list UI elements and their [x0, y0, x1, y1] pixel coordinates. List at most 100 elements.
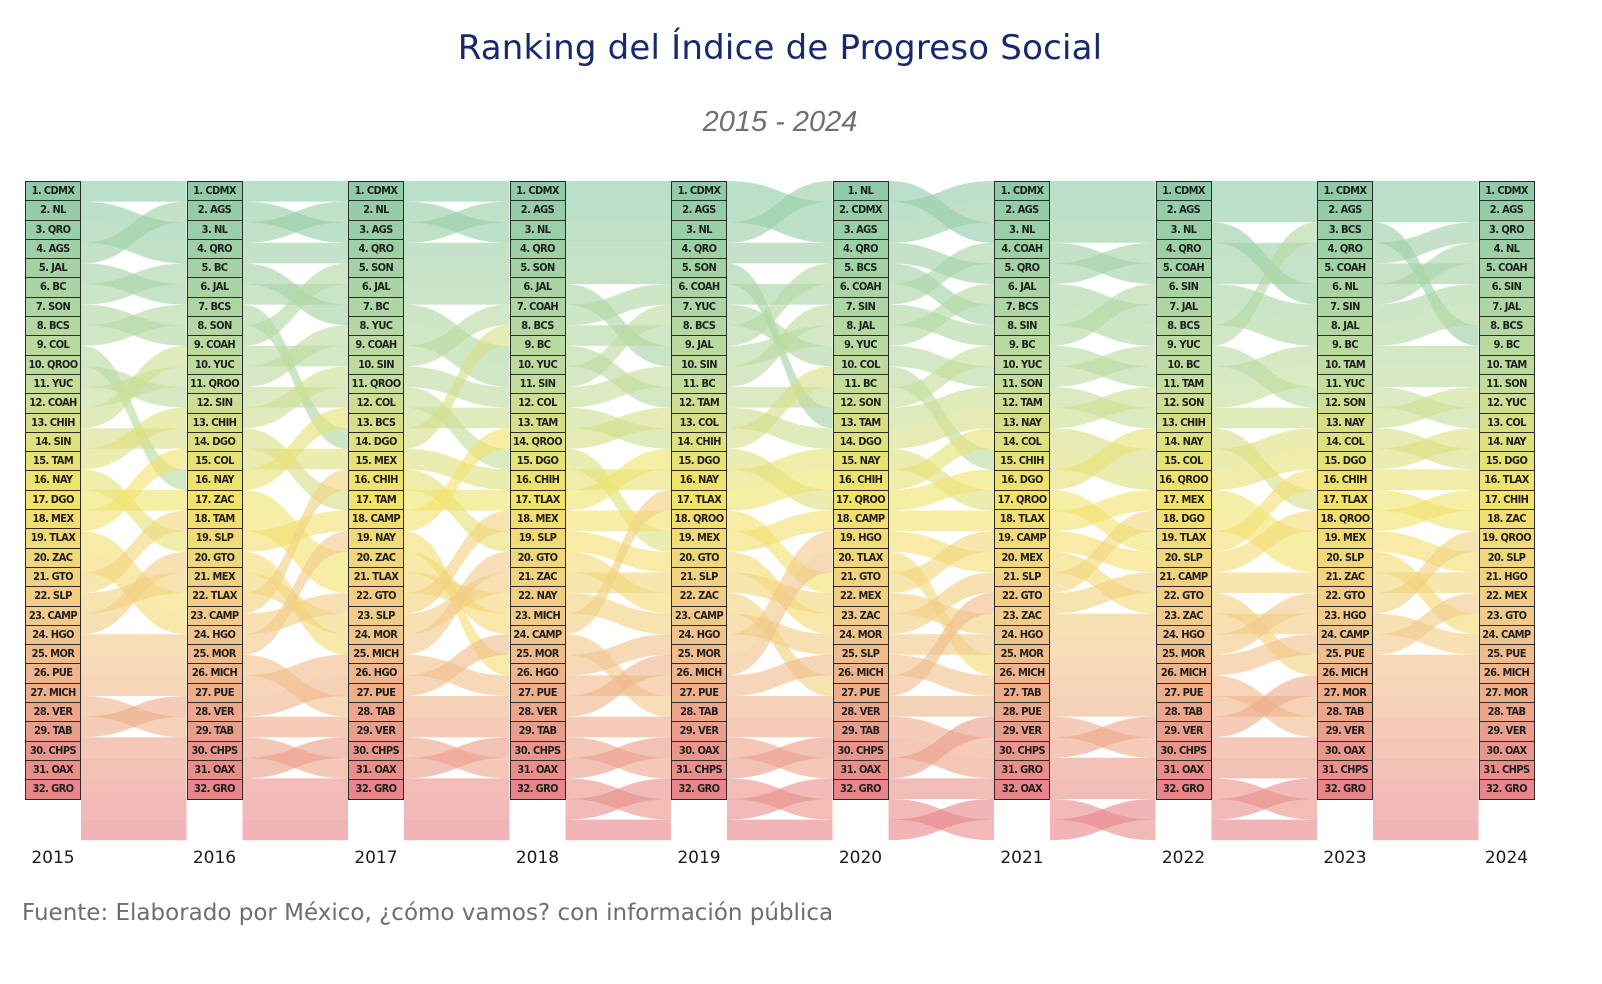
rank-cell: 1. CDMX: [186, 181, 243, 202]
flow-ribbon-nl: [727, 181, 833, 243]
flow-ribbon-cdmx: [81, 181, 187, 202]
rank-cell: 16. NAY: [186, 470, 243, 492]
flow-ribbon-gro: [404, 819, 510, 841]
ranking-column-2018: 1. CDMX 2. AGS 3. NL 4. QRO 5. SON 6. JAL 7. C…: [509, 181, 566, 800]
rank-cell: 29. VER: [1317, 721, 1373, 742]
x-axis-year-label: 2020: [838, 848, 883, 868]
flow-ribbon-sin: [565, 366, 671, 408]
rank-cell: 15. COL: [186, 451, 243, 472]
rank-cell: 9. BC: [509, 335, 566, 356]
rank-cell: 15. CHIH: [994, 451, 1050, 472]
rank-cell: 31. OAX: [1155, 759, 1212, 781]
rank-cell: 27. PUE: [186, 682, 243, 704]
flow-ribbon-ver: [888, 737, 994, 779]
rank-cell: 16. CHIH: [832, 470, 889, 492]
rank-cell: 30. OAX: [671, 740, 727, 762]
rank-cell: 16. CHIH: [509, 470, 566, 492]
flow-ribbon-camp: [565, 634, 671, 676]
flow-ribbon-tab: [888, 716, 994, 779]
rank-cell: 12. YUC: [1478, 393, 1535, 414]
flow-ribbon-nay: [1050, 428, 1156, 470]
rank-cell: 7. BCS: [186, 296, 243, 318]
rank-cell: 13. COL: [671, 412, 727, 434]
flow-ribbon-col: [242, 407, 348, 490]
flow-ribbon-mor: [727, 654, 833, 696]
flow-ribbon-nay: [565, 490, 671, 635]
rank-cell: 11. BC: [832, 373, 889, 395]
flow-ribbon-tab: [1211, 737, 1317, 758]
flow-ribbon-mex: [242, 469, 348, 614]
rank-cell: 22. SLP: [25, 586, 81, 607]
rank-cell: 10. BC: [1155, 354, 1212, 376]
flow-ribbon-hgo: [1050, 654, 1156, 676]
x-axis-year-label: 2018: [515, 848, 560, 868]
flow-ribbon-dgo: [727, 448, 833, 490]
rank-cell: 11. SON: [994, 373, 1050, 395]
rank-cell: 30. OAX: [1317, 740, 1373, 762]
rank-cell: 10. YUC: [994, 354, 1050, 376]
rank-cell: 21. GTO: [832, 566, 889, 588]
rank-cell: 16. QROO: [1155, 470, 1212, 492]
flow-ribbon-sin: [1050, 284, 1156, 346]
rank-cell: 8. BCS: [25, 316, 81, 337]
rank-cell: 4. QRO: [509, 238, 566, 260]
flow-ribbon-pue: [1211, 675, 1317, 738]
rank-cell: 15. NAY: [832, 451, 889, 472]
flow-ribbon-mich: [81, 696, 187, 738]
rank-cell: 29. VER: [1478, 721, 1535, 742]
rank-cell: 2. AGS: [509, 200, 566, 221]
flow-ribbon-bcs: [81, 304, 187, 346]
rank-cell: 19. QROO: [1478, 528, 1535, 549]
flow-ribbon-son: [1211, 407, 1317, 429]
flow-ribbon-chih: [404, 490, 510, 511]
rank-cell: 23. MICH: [509, 605, 566, 627]
flow-ribbon-chps: [404, 778, 510, 799]
rank-cell: 32. GRO: [25, 779, 81, 800]
rank-cell: 17. ZAC: [186, 489, 243, 511]
flow-ribbon-mor: [404, 654, 510, 696]
rank-cell: 32. GRO: [186, 779, 243, 800]
rank-cell: 19. SLP: [186, 528, 243, 549]
rank-cell: 17. CHIH: [1478, 489, 1535, 511]
flow-ribbon-gro: [1373, 819, 1479, 841]
flow-ribbon-col: [727, 366, 833, 449]
rank-cell: 29. VER: [671, 721, 727, 742]
rank-cell: 29. TAB: [25, 721, 81, 742]
rank-cell: 28. TAB: [1478, 702, 1535, 723]
flow-ribbon-gro: [565, 819, 671, 841]
rank-cell: 6. COAH: [671, 277, 727, 299]
rank-cell: 23. CAMP: [186, 605, 243, 627]
flow-ribbon-col: [1373, 428, 1479, 470]
flow-ribbon-nl: [1373, 242, 1479, 305]
rank-cell: 26. MICH: [1317, 663, 1373, 685]
rank-cell: 8. YUC: [348, 316, 404, 337]
rank-cell: 16. TLAX: [1478, 470, 1535, 492]
flow-ribbon-sin: [1373, 284, 1479, 326]
rank-cell: 10. YUC: [509, 354, 566, 376]
rank-cell: 5. JAL: [25, 258, 81, 279]
flow-ribbon-ags: [81, 201, 187, 264]
rank-cell: 3. NL: [186, 219, 243, 241]
rank-cell: 1. CDMX: [1478, 181, 1535, 202]
flow-ribbon-oax: [565, 778, 671, 820]
flow-ribbon-ags: [404, 201, 510, 243]
flow-ribbon-son: [565, 263, 671, 284]
chart-subtitle: 2015 - 2024: [702, 106, 858, 138]
rank-cell: 31. CHPS: [1317, 759, 1373, 781]
rank-cell: 32. GRO: [1155, 779, 1212, 800]
flow-ribbon-nay: [1211, 428, 1317, 470]
rank-cell: 30. CHPS: [832, 740, 889, 762]
rank-cell: 13. CHIH: [186, 412, 243, 434]
flow-ribbon-tam: [1050, 387, 1156, 429]
flow-ribbon-qro: [727, 242, 833, 264]
x-axis-year-label: 2021: [1000, 848, 1044, 868]
rank-cell: 7. SIN: [1317, 296, 1373, 318]
flow-ribbon-zac: [1373, 531, 1479, 614]
rank-cell: 32. GRO: [348, 779, 404, 800]
rank-cell: 11. QROO: [186, 373, 243, 395]
rank-cell: 9. YUC: [1155, 335, 1212, 356]
flow-ribbon-cdmx: [1050, 181, 1156, 202]
rank-cell: 11. TAM: [1155, 373, 1212, 395]
rank-cell: 16. DGO: [994, 470, 1050, 492]
x-axis-year-label: 2015: [31, 848, 75, 868]
